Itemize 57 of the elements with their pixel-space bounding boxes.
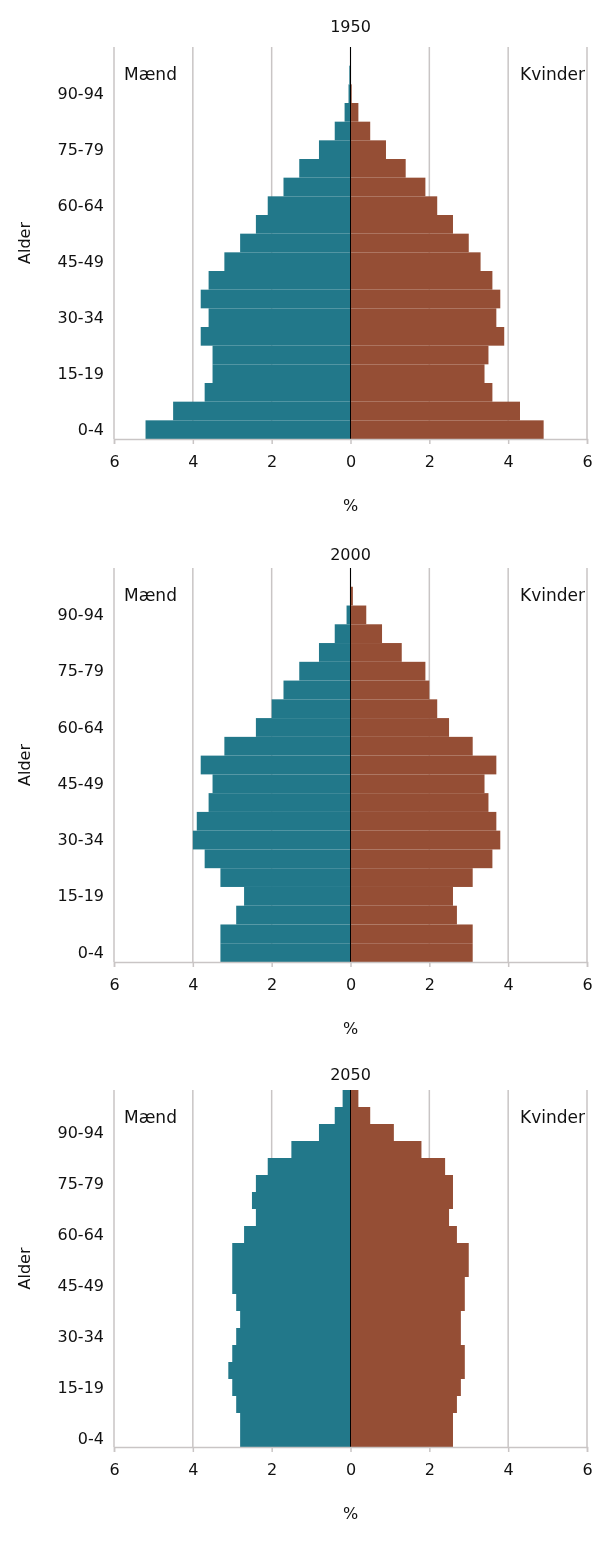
x-tick-label: 2 [267,452,278,472]
y-axis-title: Alder [15,221,34,264]
x-tick-label: 2 [267,1460,278,1480]
y-tick-label: 0-4 [77,1428,104,1448]
annotation: Mænd [124,64,177,84]
y-tick-label: 75-79 [57,1173,104,1193]
chart-title: 1950 [330,17,371,36]
x-tick-label: 6 [582,975,593,995]
chart-title: 2000 [330,545,371,564]
y-tick-label: 15-19 [57,886,104,906]
y-tick-label: 45-49 [57,1275,104,1295]
x-tick-label: 2 [267,975,278,995]
y-tick-label: 90-94 [57,83,104,103]
y-tick-label: 15-19 [57,1377,104,1397]
x-tick-label: 0 [345,1460,357,1480]
x-axis-title: % [342,1504,359,1523]
x-tick-label: 4 [188,1460,199,1480]
x-tick-label: 4 [503,1460,514,1480]
y-tick-label: 15-19 [57,363,104,383]
annotation: Kvinder [520,64,585,84]
annotation: Mænd [124,1107,177,1127]
y-tick-label: 75-79 [57,661,104,681]
x-tick-label: 0 [345,452,357,472]
y-axis-title: Alder [15,743,34,786]
chart-title: 2050 [330,1065,371,1084]
x-tick-label: 2 [424,452,435,472]
y-tick-label: 30-34 [57,307,104,327]
y-tick-label: 90-94 [57,1122,104,1142]
x-tick-label: 6 [582,1460,593,1480]
x-tick-label: 4 [503,975,514,995]
y-tick-label: 60-64 [57,1224,104,1244]
x-tick-label: 4 [503,452,514,472]
y-tick-label: 0-4 [77,419,104,439]
x-axis-title: % [342,496,359,515]
y-tick-label: 30-34 [57,830,104,850]
y-tick-label: 30-34 [57,1326,104,1346]
y-tick-label: 0-4 [77,942,104,962]
x-tick-label: 6 [582,452,593,472]
y-tick-label: 90-94 [57,605,104,625]
annotation: Kvinder [520,585,585,605]
x-axis-title: % [342,1019,359,1038]
y-tick-label: 45-49 [57,773,104,793]
y-tick-label: 45-49 [57,251,104,271]
y-tick-label: 75-79 [57,139,104,159]
y-tick-label: 60-64 [57,717,104,737]
x-tick-label: 6 [109,1460,120,1480]
annotation: Mænd [124,585,177,605]
x-tick-label: 6 [109,452,120,472]
x-tick-label: 2 [424,1460,435,1480]
x-tick-label: 6 [109,975,120,995]
y-tick-label: 60-64 [57,195,104,215]
x-tick-label: 2 [424,975,435,995]
x-tick-label: 4 [188,452,199,472]
annotation: Kvinder [520,1107,585,1127]
y-axis-title: Alder [15,1247,34,1290]
x-tick-label: 0 [345,975,357,995]
x-tick-label: 4 [188,975,199,995]
